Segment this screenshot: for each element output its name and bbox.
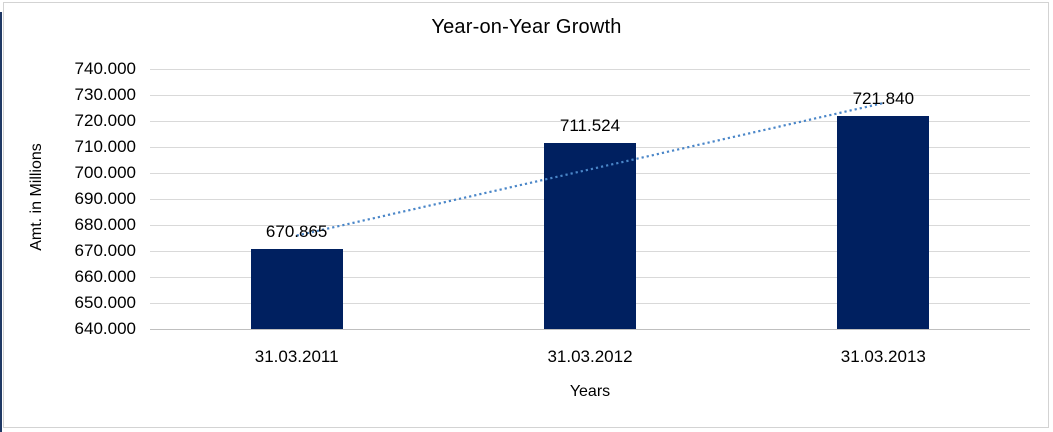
- gridline: [150, 69, 1030, 70]
- gridline: [150, 121, 1030, 122]
- x-axis-title: Years: [569, 383, 611, 400]
- trendline-layer: [296, 101, 884, 237]
- gridline: [150, 95, 1030, 96]
- y-tick-label: 670.000: [74, 241, 136, 260]
- y-tick-label: 640.000: [74, 319, 136, 338]
- y-tick-label: 740.000: [74, 59, 136, 78]
- bar: [837, 116, 930, 329]
- data-label: 670.865: [265, 221, 328, 241]
- chart-title: Year-on-Year Growth: [431, 16, 622, 38]
- y-tick-label: 730.000: [74, 85, 136, 104]
- x-axis-line: [150, 329, 1030, 330]
- x-tick-label: 31.03.2011: [254, 347, 339, 366]
- data-label: 721.840: [852, 89, 915, 109]
- bar: [544, 143, 636, 329]
- bar: [250, 248, 343, 329]
- y-tick-label: 690.000: [74, 189, 136, 208]
- y-tick-label: 720.000: [74, 111, 136, 130]
- chart-border: [3, 2, 1049, 428]
- left-edge-line: [0, 12, 2, 432]
- y-tick-label: 660.000: [74, 267, 136, 286]
- data-label: 711.524: [559, 116, 621, 136]
- y-tick-label: 650.000: [74, 293, 136, 312]
- trendline: [296, 101, 884, 237]
- y-tick-label: 710.000: [74, 137, 136, 156]
- y-tick-label: 680.000: [74, 215, 136, 234]
- y-tick-label: 700.000: [74, 163, 136, 182]
- x-tick-label: 31.03.2013: [840, 347, 926, 366]
- x-tick-label: 31.03.2012: [547, 347, 633, 366]
